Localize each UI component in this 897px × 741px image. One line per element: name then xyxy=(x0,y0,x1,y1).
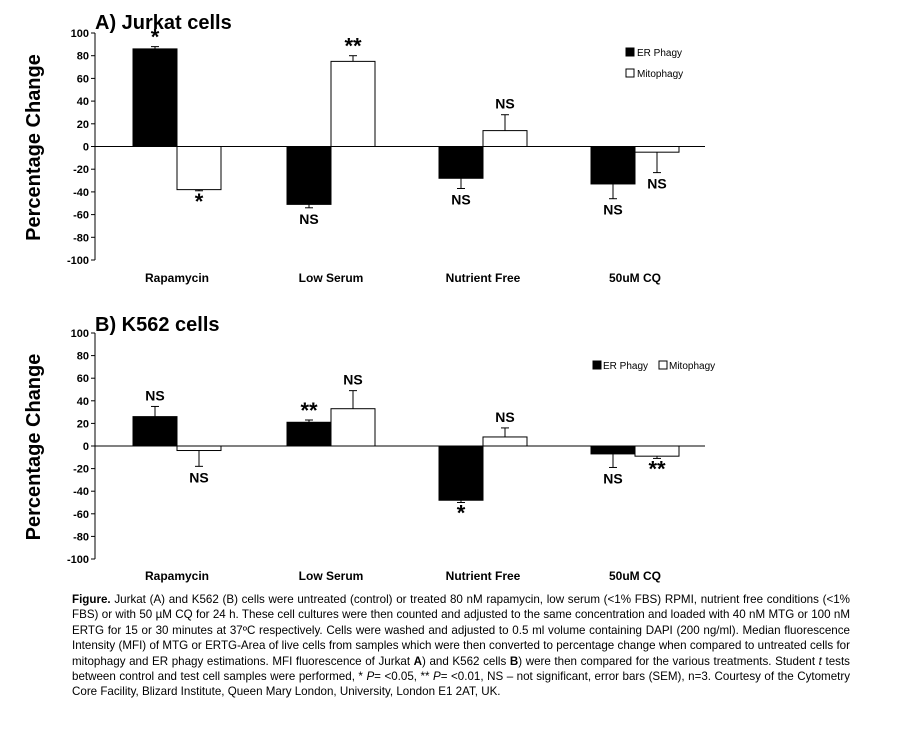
chart0-ytick-label: 60 xyxy=(77,73,89,85)
chart1-ytick-label: -40 xyxy=(73,486,89,498)
caption-bold-b: B xyxy=(509,654,519,668)
caption-text-2: ) and K562 cells xyxy=(422,654,510,668)
chart1-legend-label: ER Phagy xyxy=(603,361,648,372)
chart1-category-label: Nutrient Free xyxy=(446,569,521,583)
chart0-legend-label: Mitophagy xyxy=(637,69,683,80)
chart1-bar-mitophagy xyxy=(330,408,376,447)
chart0-sig-label: NS xyxy=(299,211,318,227)
chart1-sig-label: NS xyxy=(189,469,208,485)
chart0-sig-label: NS xyxy=(495,96,514,112)
chart1-sig-label: NS xyxy=(495,409,514,425)
chart0-ytick-label: 100 xyxy=(71,28,89,40)
chart0-ytick-label: 0 xyxy=(83,142,89,154)
chart0-ytick-label: -60 xyxy=(73,210,89,222)
chart1-title: B) K562 cells xyxy=(95,314,220,336)
chart0-sig-label: NS xyxy=(451,191,470,207)
chart0-bar-er-phagy xyxy=(132,48,178,147)
figure-charts: A) Jurkat cells Percentage Change 100 80 60 4… xyxy=(23,12,715,583)
caption-text-5: = <0.05, ** xyxy=(374,670,434,684)
chart0-legend-swatch xyxy=(625,47,635,57)
chart1-ytick-label: 40 xyxy=(77,396,89,408)
chart0-bar-mitophagy xyxy=(330,60,376,147)
chart1-category-label: Low Serum xyxy=(299,569,364,583)
chart0-category-label: Nutrient Free xyxy=(446,271,521,285)
chart1-bar-mitophagy xyxy=(482,436,528,447)
chart1-ytick-label: -80 xyxy=(73,531,89,543)
chart0-ytick-label: -80 xyxy=(73,232,89,244)
caption-text-4: tests between control and test cell samp… xyxy=(72,654,850,684)
caption-italic-t: t xyxy=(818,654,822,668)
caption-text-3: ) were then compared for the various tre… xyxy=(518,654,819,668)
caption-text-1: Jurkat (A) and K562 (B) cells were untre… xyxy=(72,593,850,668)
chart0-bar-er-phagy xyxy=(438,146,484,179)
chart1-ylabel: Percentage Change xyxy=(23,354,45,541)
caption-italic-p1: P xyxy=(366,670,375,684)
chart1-legend-label: Mitophagy xyxy=(669,361,715,372)
chart1-ytick-label: -100 xyxy=(67,554,89,566)
chart1-legend-swatch xyxy=(658,360,668,370)
caption-label: Figure. xyxy=(72,593,111,606)
chart1-bar-mitophagy xyxy=(176,445,222,452)
chart1-legend-swatch xyxy=(592,360,602,370)
chart1-bar-er-phagy xyxy=(286,421,332,447)
chart0-ytick-label: 80 xyxy=(77,51,89,63)
chart0-sig-label: * xyxy=(195,189,204,214)
chart1-ytick-label: 80 xyxy=(77,351,89,363)
chart0-ytick-label: -20 xyxy=(73,164,89,176)
caption-bold-a: A xyxy=(413,654,423,668)
chart0-ytick-label: -40 xyxy=(73,187,89,199)
chart1-category-label: 50uM CQ xyxy=(609,569,661,583)
chart1-sig-label: * xyxy=(457,501,466,526)
chart1-ytick-label: 60 xyxy=(77,373,89,385)
chart1-bar-er-phagy xyxy=(438,445,484,501)
chart0-sig-label: NS xyxy=(603,202,622,218)
chart0-legend-label: ER Phagy xyxy=(637,48,682,59)
chart0-ytick-label: 20 xyxy=(77,119,89,131)
chart1-ytick-label: 0 xyxy=(83,441,89,453)
chart1-bar-mitophagy xyxy=(634,445,680,457)
chart0-category-label: Rapamycin xyxy=(145,271,209,285)
chart0-ytick-label: 40 xyxy=(77,96,89,108)
chart0-category-label: 50uM CQ xyxy=(609,271,661,285)
chart0-bar-er-phagy xyxy=(286,146,332,205)
chart0-bar-mitophagy xyxy=(176,146,222,191)
chart1-sig-label: ** xyxy=(300,398,318,423)
chart0-bar-mitophagy xyxy=(634,146,680,153)
chart1-sig-label: NS xyxy=(603,470,622,486)
chart0-ytick-label: -100 xyxy=(67,255,89,267)
chart0-sig-label: ** xyxy=(344,34,362,59)
chart0-sig-label: NS xyxy=(647,176,666,192)
figure-caption: Figure. Jurkat (A) and K562 (B) cells we… xyxy=(72,592,850,700)
chart1-ytick-label: 20 xyxy=(77,418,89,430)
caption-italic-p2: P xyxy=(433,670,441,684)
chart1-sig-label: ** xyxy=(648,456,666,481)
chart1-sig-label: NS xyxy=(145,387,164,403)
caption-text-6: = <0.01, NS – not significant, error bar… xyxy=(72,670,851,699)
chart1-sig-label: NS xyxy=(343,372,362,388)
chart0-bar-er-phagy xyxy=(590,146,636,185)
chart0-category-label: Low Serum xyxy=(299,271,364,285)
chart1-ytick-label: -60 xyxy=(73,509,89,521)
chart1-bar-er-phagy xyxy=(590,445,636,455)
chart0-legend-swatch xyxy=(625,68,635,78)
chart1-bar-er-phagy xyxy=(132,416,178,447)
chart1-ytick-label: 100 xyxy=(71,328,89,340)
chart0-title: A) Jurkat cells xyxy=(95,12,232,34)
chart0-sig-label: * xyxy=(151,25,160,50)
chart1-ytick-label: -20 xyxy=(73,464,89,476)
chart0-bar-mitophagy xyxy=(482,130,528,148)
chart1-category-label: Rapamycin xyxy=(145,569,209,583)
chart0-ylabel: Percentage Change xyxy=(23,54,45,241)
